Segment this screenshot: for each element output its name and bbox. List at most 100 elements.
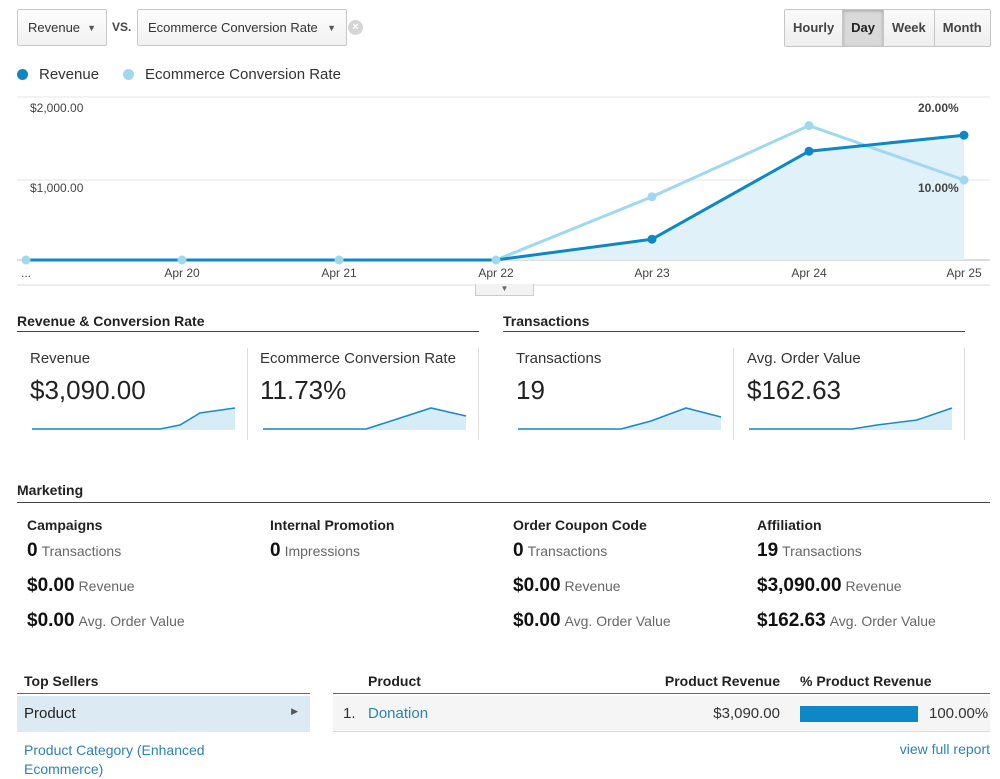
campaigns-aov: $0.00 Avg. Order Value [27, 610, 185, 632]
affiliation-aov-value: $162.63 [757, 610, 826, 631]
campaigns-transactions: 0 Transactions [27, 540, 121, 562]
sparkline-transactions [518, 407, 722, 430]
coupon-revenue-value: $0.00 [513, 575, 561, 596]
campaigns-revenue-value: $0.00 [27, 575, 75, 596]
legend-conversion[interactable]: Ecommerce Conversion Rate [123, 66, 341, 83]
line-chart [17, 96, 990, 286]
x-tick-0: ... [20, 266, 32, 280]
coupon-transactions-label: Transactions [527, 543, 608, 559]
campaigns-heading: Campaigns [27, 517, 103, 533]
hourly-button[interactable]: Hourly [785, 10, 844, 46]
top-sellers-product-item[interactable]: Product ▶ [17, 696, 310, 732]
row-number: 1. [343, 705, 356, 722]
month-button[interactable]: Month [934, 10, 990, 46]
metric1-select[interactable]: Revenue ▼ [17, 9, 107, 46]
conversion-point [647, 192, 657, 202]
top-sellers-product-label: Product [24, 705, 76, 722]
campaigns-revenue: $0.00 Revenue [27, 575, 135, 597]
chevron-down-icon: ▼ [327, 22, 336, 33]
metric-divider [964, 348, 965, 440]
y-right-tick-10: 10.00% [918, 181, 959, 195]
view-full-report-link[interactable]: view full report [899, 741, 990, 757]
top-sellers-table-header: Product Product Revenue % Product Revenu… [333, 668, 990, 694]
metric2-select[interactable]: Ecommerce Conversion Rate ▼ [137, 9, 347, 46]
coupon-heading: Order Coupon Code [513, 517, 647, 533]
affiliation-aov-label: Avg. Order Value [829, 613, 936, 629]
y-right-tick-20: 20.00% [918, 101, 959, 115]
revenue-area [26, 135, 964, 260]
day-button[interactable]: Day [843, 10, 885, 46]
product-category-link[interactable]: Product Category (Enhanced Ecommerce) [24, 742, 205, 777]
conversion-point [334, 255, 344, 265]
metric-divider [247, 348, 248, 440]
conversion-point [491, 255, 501, 265]
legend-conversion-label: Ecommerce Conversion Rate [145, 66, 341, 83]
conversion-swatch [123, 69, 134, 80]
revenue-point [959, 130, 969, 140]
internal-promotion-impressions-label: Impressions [284, 543, 361, 559]
revenue-point [647, 234, 657, 244]
coupon-revenue: $0.00 Revenue [513, 575, 621, 597]
coupon-transactions: 0 Transactions [513, 540, 607, 562]
metric-divider [733, 348, 734, 440]
metric-value-revenue: $3,090.00 [30, 375, 146, 405]
product-revenue-value: $3,090.00 [713, 705, 780, 722]
product-link-donation[interactable]: Donation [368, 705, 429, 722]
metric-label-revenue: Revenue [30, 350, 91, 367]
col-pct-revenue: % Product Revenue [800, 673, 932, 689]
sparkline-conversion [263, 407, 467, 430]
campaigns-aov-label: Avg. Order Value [78, 613, 185, 629]
metric2-label: Ecommerce Conversion Rate [148, 20, 318, 35]
col-product: Product [368, 673, 421, 689]
top-sellers-title: Top Sellers [24, 673, 99, 689]
x-circle-icon[interactable]: × [348, 20, 363, 35]
granularity-selector: Hourly Day Week Month [784, 9, 991, 47]
campaigns-transactions-value: 0 [27, 540, 38, 561]
chart-collapse-handle[interactable]: ▼ [475, 284, 534, 296]
y-left-tick-1000: $1,000.00 [30, 181, 84, 195]
coupon-aov-value: $0.00 [513, 610, 561, 631]
metric-value-transactions: 19 [516, 375, 545, 405]
internal-promotion-heading: Internal Promotion [270, 517, 395, 533]
top-sellers-header: Top Sellers [17, 668, 310, 694]
affiliation-aov: $162.63 Avg. Order Value [757, 610, 936, 632]
internal-promotion-impressions-value: 0 [270, 540, 281, 561]
group1-title: Revenue & Conversion Rate [17, 313, 205, 329]
chevron-right-icon: ▶ [291, 706, 298, 716]
affiliation-transactions-value: 19 [757, 540, 779, 561]
campaigns-transactions-label: Transactions [41, 543, 122, 559]
coupon-aov: $0.00 Avg. Order Value [513, 610, 671, 632]
coupon-transactions-value: 0 [513, 540, 524, 561]
group1-rule [17, 331, 479, 332]
revenue-swatch [17, 69, 28, 80]
metric1-label: Revenue [28, 20, 81, 35]
x-tick-4: Apr 23 [634, 266, 670, 280]
metric-label-aov: Avg. Order Value [747, 350, 861, 367]
x-tick-5: Apr 24 [791, 266, 827, 280]
legend-revenue[interactable]: Revenue [17, 66, 99, 83]
coupon-revenue-label: Revenue [564, 578, 621, 594]
affiliation-transactions: 19 Transactions [757, 540, 862, 562]
sparkline-revenue [32, 407, 236, 430]
group2-title: Transactions [503, 313, 590, 329]
affiliation-revenue-label: Revenue [845, 578, 902, 594]
conversion-point [804, 121, 814, 131]
affiliation-revenue: $3,090.00 Revenue [757, 575, 902, 597]
y-left-tick-2000: $2,000.00 [30, 101, 84, 115]
x-tick-1: Apr 20 [164, 266, 200, 280]
x-tick-2: Apr 21 [321, 266, 357, 280]
week-button[interactable]: Week [884, 10, 935, 46]
x-tick-6: Apr 25 [946, 266, 982, 280]
legend-revenue-label: Revenue [39, 66, 100, 83]
campaigns-aov-value: $0.00 [27, 610, 75, 631]
metric-divider [478, 348, 479, 440]
chevron-down-icon: ▼ [87, 22, 96, 33]
metric-label-transactions: Transactions [516, 350, 602, 367]
conversion-point [177, 255, 187, 265]
sparkline-aov [749, 407, 953, 430]
col-product-revenue: Product Revenue [664, 673, 780, 689]
marketing-title: Marketing [17, 482, 84, 498]
campaigns-revenue-label: Revenue [78, 578, 135, 594]
coupon-aov-label: Avg. Order Value [564, 613, 671, 629]
metric-label-conversion: Ecommerce Conversion Rate [260, 350, 456, 367]
